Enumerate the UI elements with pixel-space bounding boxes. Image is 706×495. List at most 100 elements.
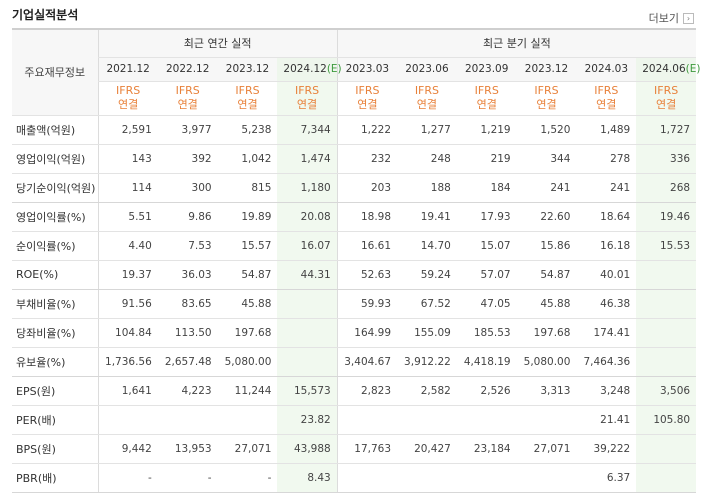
- period-header: 2021.12: [97, 57, 158, 82]
- label-column-header: 주요재무정보: [12, 28, 98, 116]
- table-row: 당기순이익(억원) 114 300 815 1,180 203 188 184 241 241 26…: [12, 173, 697, 203]
- value-cell: 15.57: [217, 231, 278, 261]
- value-cell: 14.70: [397, 231, 457, 261]
- value-cell: 219: [456, 144, 517, 174]
- value-cell: [217, 405, 278, 435]
- basis-standard: IFRS: [654, 84, 679, 97]
- basis-header: IFRS 연결: [516, 81, 577, 116]
- period-header: 2023.12: [516, 57, 577, 82]
- value-cell: [636, 463, 697, 493]
- period-header: 2023.03: [336, 57, 398, 82]
- value-cell: 143: [97, 144, 158, 174]
- row-label: BPS(원): [12, 434, 98, 464]
- value-cell: 5,238: [217, 115, 278, 145]
- value-cell: 114: [97, 173, 158, 203]
- value-cell: 19.46: [636, 202, 697, 232]
- value-cell: 1,727: [636, 115, 697, 145]
- value-cell: 46.38: [576, 289, 637, 319]
- period-header: 2024.06(E): [636, 57, 700, 82]
- value-cell: 248: [397, 144, 457, 174]
- value-cell: 336: [636, 144, 697, 174]
- value-cell: 188: [397, 173, 457, 203]
- basis-header: IFRS 연결: [576, 81, 637, 116]
- period-header: 2023.12: [217, 57, 278, 82]
- value-cell: 20.08: [277, 202, 338, 232]
- more-link[interactable]: 더보기 ›: [649, 10, 694, 26]
- value-cell: 15.07: [456, 231, 517, 261]
- value-cell: 4.40: [97, 231, 158, 261]
- value-cell: 3,506: [636, 376, 697, 406]
- value-cell: 39,222: [576, 434, 637, 464]
- value-cell: 45.88: [516, 289, 577, 319]
- value-cell: 7,344: [277, 115, 338, 145]
- value-cell: [397, 405, 457, 435]
- chevron-right-icon: ›: [683, 12, 694, 24]
- value-cell: 6.37: [576, 463, 637, 493]
- value-cell: [636, 260, 697, 290]
- value-cell: [636, 434, 697, 464]
- value-cell: [336, 405, 398, 435]
- value-cell: 197.68: [217, 318, 278, 348]
- value-cell: 1,222: [336, 115, 398, 145]
- period-header: 2023.09: [456, 57, 517, 82]
- value-cell: 1,219: [456, 115, 517, 145]
- basis-standard: IFRS: [414, 84, 440, 97]
- row-label: EPS(원): [12, 376, 98, 406]
- value-cell: 22.60: [516, 202, 577, 232]
- value-cell: 17.93: [456, 202, 517, 232]
- table-row: 영업이익(억원) 143 392 1,042 1,474 232 248 219 344 278 3…: [12, 144, 697, 174]
- row-label: PBR(배): [12, 463, 98, 493]
- row-label: 영업이익(억원): [12, 144, 98, 174]
- value-cell: 44.31: [277, 260, 338, 290]
- value-cell: 241: [516, 173, 577, 203]
- table-row: ROE(%) 19.37 36.03 54.87 44.31 52.63 59.24 57.0…: [12, 260, 697, 290]
- row-label: ROE(%): [12, 260, 98, 290]
- section-title: 기업실적분석: [12, 8, 79, 22]
- value-cell: 3,404.67: [336, 347, 398, 377]
- value-cell: 2,823: [336, 376, 398, 406]
- value-cell: 17,763: [336, 434, 398, 464]
- value-cell: 197.68: [516, 318, 577, 348]
- basis-consolidation: 연결: [118, 98, 139, 111]
- row-label: 순이익률(%): [12, 231, 98, 261]
- value-cell: -: [157, 463, 218, 493]
- value-cell: 27,071: [516, 434, 577, 464]
- value-cell: [336, 463, 398, 493]
- value-cell: 5.51: [97, 202, 158, 232]
- value-cell: 2,526: [456, 376, 517, 406]
- basis-header: IFRS 연결: [217, 81, 278, 116]
- value-cell: 2,657.48: [157, 347, 218, 377]
- value-cell: 105.80: [636, 405, 697, 435]
- value-cell: 67.52: [397, 289, 457, 319]
- basis-consolidation: 연결: [357, 98, 378, 111]
- row-label: 유보율(%): [12, 347, 98, 377]
- value-cell: 174.41: [576, 318, 637, 348]
- basis-standard: IFRS: [116, 84, 141, 97]
- period-header: 2023.06: [397, 57, 457, 82]
- basis-standard: IFRS: [355, 84, 380, 97]
- basis-standard: IFRS: [594, 84, 619, 97]
- basis-header: IFRS 연결: [397, 81, 457, 116]
- value-cell: 11,244: [217, 376, 278, 406]
- value-cell: 113.50: [157, 318, 218, 348]
- value-cell: 40.01: [576, 260, 637, 290]
- table-row: 영업이익률(%) 5.51 9.86 19.89 20.08 18.98 19.41 17.9…: [12, 202, 697, 232]
- table-row: 유보율(%) 1,736.56 2,657.48 5,080.00 3,404.67 3,…: [12, 347, 697, 377]
- estimate-marker: (E): [685, 63, 701, 75]
- basis-standard: IFRS: [474, 84, 499, 97]
- value-cell: 23,184: [456, 434, 517, 464]
- value-cell: 1,042: [217, 144, 278, 174]
- value-cell: [636, 347, 697, 377]
- value-cell: 5,080.00: [516, 347, 577, 377]
- value-cell: 54.87: [217, 260, 278, 290]
- basis-consolidation: 연결: [656, 98, 677, 111]
- row-label: 영업이익률(%): [12, 202, 98, 232]
- value-cell: 36.03: [157, 260, 218, 290]
- financial-summary-table: 주요재무정보 최근 연간 실적 최근 분기 실적 2021.12 2022.12 2…: [12, 28, 700, 493]
- value-cell: [397, 463, 457, 493]
- basis-consolidation: 연결: [476, 98, 497, 111]
- row-label: 당기순이익(억원): [12, 173, 98, 203]
- value-cell: 47.05: [456, 289, 517, 319]
- value-cell: 9,442: [97, 434, 158, 464]
- value-cell: 23.82: [277, 405, 338, 435]
